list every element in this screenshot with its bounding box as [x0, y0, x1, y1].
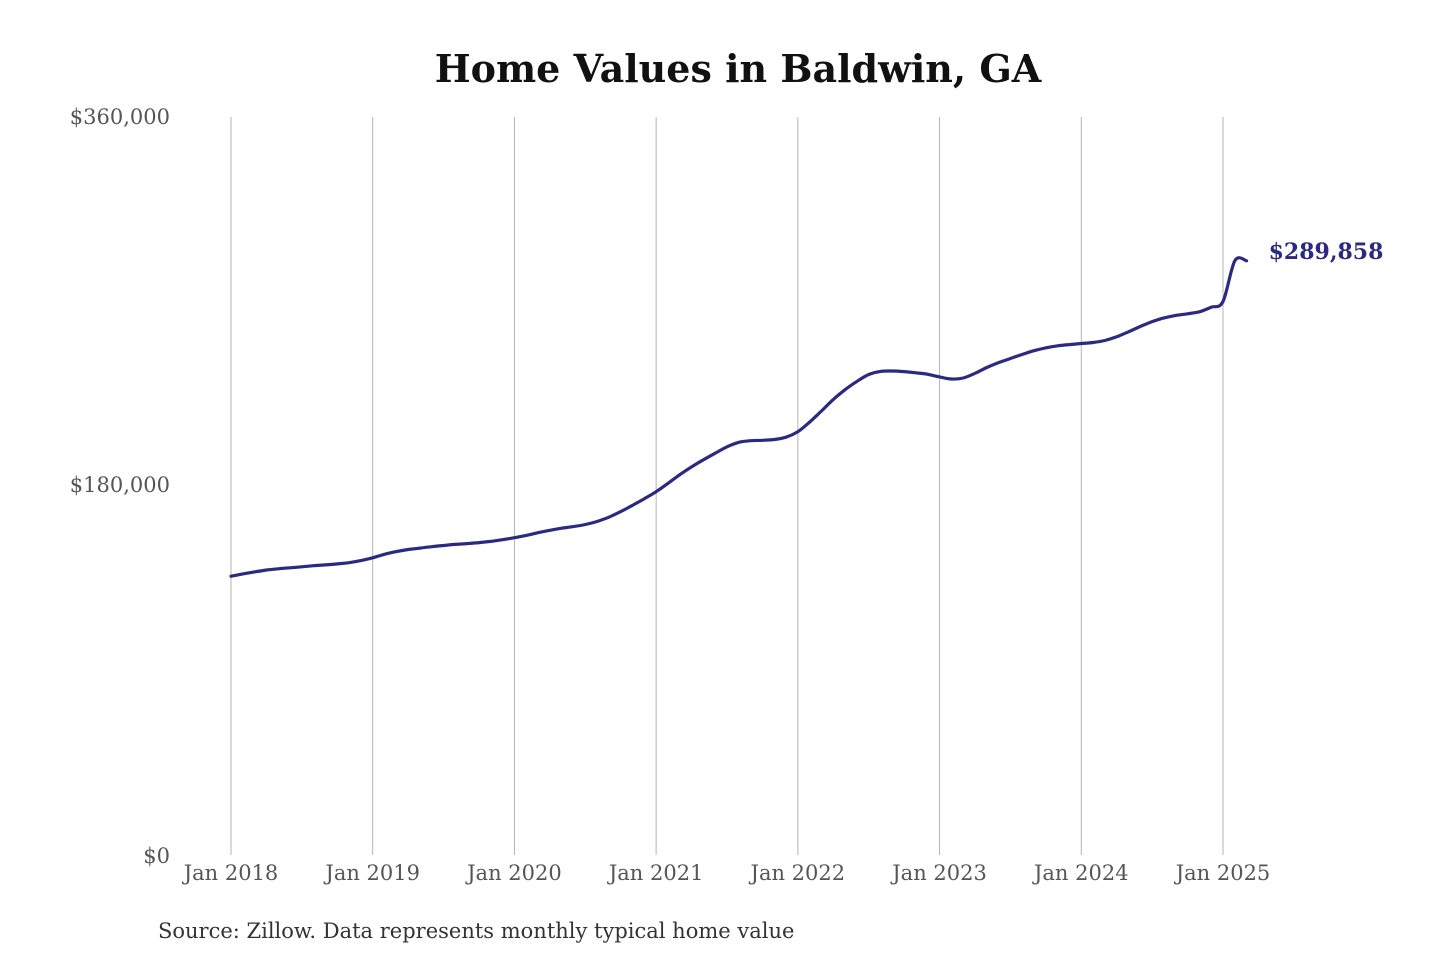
- y-tick-label: $360,000: [70, 105, 170, 129]
- y-axis: $360,000 $180,000 $0: [70, 105, 170, 868]
- x-axis: Jan 2018 Jan 2019 Jan 2020 Jan 2021 Jan 2022…: [182, 861, 1271, 885]
- y-tick-label: $0: [143, 844, 170, 868]
- home-value-line: [229, 256, 1249, 578]
- last-value-label: $289,858: [1269, 239, 1384, 265]
- source-note: Source: Zillow. Data represents monthly …: [158, 919, 794, 943]
- x-tick-label: Jan 2025: [1174, 861, 1271, 885]
- y-tick-label: $180,000: [70, 473, 170, 497]
- x-tick-label: Jan 2024: [1032, 861, 1129, 885]
- vertical-gridlines: [230, 117, 1224, 855]
- x-tick-label: Jan 2022: [749, 861, 846, 885]
- chart-title: Home Values in Baldwin, GA: [435, 46, 1042, 91]
- x-tick-label: Jan 2018: [182, 861, 279, 885]
- x-tick-label: Jan 2023: [890, 861, 987, 885]
- x-tick-label: Jan 2019: [323, 861, 420, 885]
- x-tick-label: Jan 2021: [607, 861, 704, 885]
- x-tick-label: Jan 2020: [465, 861, 562, 885]
